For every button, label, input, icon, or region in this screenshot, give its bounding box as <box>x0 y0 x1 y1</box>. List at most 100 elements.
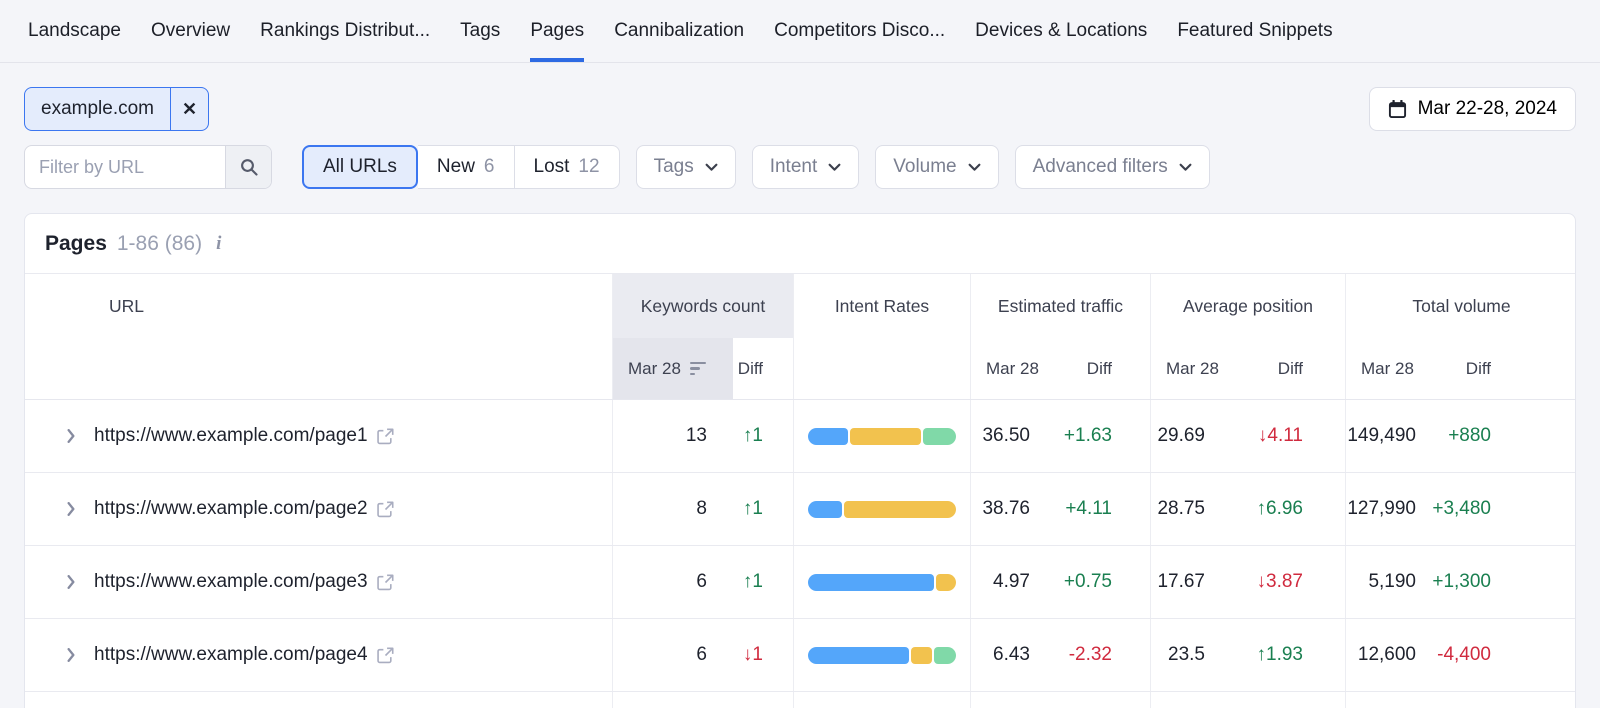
subheader-diff-label[interactable]: Diff <box>1465 358 1491 378</box>
tab-overview[interactable]: Overview <box>150 20 231 41</box>
page-url-text: https://www.example.com/page3 <box>94 571 368 592</box>
expand-row-icon[interactable] <box>65 575 77 589</box>
total-volume-cell: 12,600 -4,400 <box>1346 619 1575 691</box>
volume-filter-dropdown[interactable]: Volume <box>875 145 999 189</box>
intent-rates-cell <box>794 546 971 618</box>
toolbar-row-2: All URLs New 6 Lost 12 Tags Intent Volum… <box>24 145 1576 189</box>
tab-competitors-discovery[interactable]: Competitors Disco... <box>774 20 946 41</box>
tab-rankings-distribution[interactable]: Rankings Distribut... <box>260 20 431 41</box>
keywords-count-diff: ↑1 <box>742 498 763 519</box>
table-row-partial <box>25 692 1575 708</box>
table-row: https://www.example.com/page2 8 ↑1 38.76… <box>25 473 1575 546</box>
table-title-bar: Pages 1-86 (86) i <box>25 214 1575 274</box>
page-url-link[interactable]: https://www.example.com/page3 <box>94 571 394 593</box>
segment-new[interactable]: New 6 <box>417 145 515 189</box>
position-diff: ↓4.11 <box>1257 425 1303 446</box>
tab-pages[interactable]: Pages <box>530 0 585 62</box>
intent-rates-bar <box>808 646 956 664</box>
pages-table-card: Pages 1-86 (86) i URL Keywords count Int… <box>24 213 1576 708</box>
intent-rates-cell <box>794 473 971 545</box>
keywords-count-value: 8 <box>696 498 707 519</box>
column-header-average-position: Average position <box>1151 274 1346 338</box>
keywords-count-cell: 8 ↑1 <box>613 473 794 545</box>
volume-diff: +1,300 <box>1432 571 1491 592</box>
column-header-keywords-count: Keywords count <box>613 274 794 338</box>
intent-filter-dropdown[interactable]: Intent <box>751 145 860 189</box>
url-filter-input[interactable] <box>25 146 225 188</box>
intent-rates-cell <box>794 619 971 691</box>
volume-value: 149,490 <box>1347 425 1416 446</box>
volume-diff: +880 <box>1448 425 1491 446</box>
date-range-button[interactable]: Mar 22-28, 2024 <box>1368 87 1576 131</box>
url-status-segmented-control: All URLs New 6 Lost 12 <box>302 145 620 189</box>
page-title: Pages <box>45 231 107 255</box>
sort-descending-icon <box>689 361 707 376</box>
chevron-down-icon <box>1179 163 1192 172</box>
subheader-date-label[interactable]: Mar 28 <box>1361 358 1414 378</box>
volume-value: 12,600 <box>1357 644 1416 665</box>
volume-diff: +3,480 <box>1432 498 1491 519</box>
page-url-link[interactable]: https://www.example.com/page2 <box>94 498 394 520</box>
external-link-icon <box>376 500 394 518</box>
estimated-traffic-cell: 6.43 -2.32 <box>971 619 1151 691</box>
segment-all-urls[interactable]: All URLs <box>302 145 418 189</box>
external-link-icon <box>376 573 394 591</box>
page-url-link[interactable]: https://www.example.com/page4 <box>94 644 394 666</box>
tab-cannibalization[interactable]: Cannibalization <box>614 20 745 41</box>
expand-row-icon[interactable] <box>65 648 77 662</box>
expand-row-icon[interactable] <box>65 429 77 443</box>
segment-label: New <box>436 156 475 177</box>
subheader-date-label[interactable]: Mar 28 <box>986 358 1039 378</box>
segment-lost[interactable]: Lost 12 <box>514 145 620 189</box>
url-cell: https://www.example.com/page4 <box>25 619 613 691</box>
traffic-value: 38.76 <box>982 498 1030 519</box>
toolbar-row-1: example.com ✕ Mar 22-28, 2024 <box>24 87 1576 131</box>
remove-chip-button[interactable]: ✕ <box>170 88 208 130</box>
subheader-keywords: Mar 28 Diff <box>613 338 794 399</box>
keywords-count-diff: ↑1 <box>742 571 763 592</box>
domain-filter-chip[interactable]: example.com ✕ <box>24 87 209 131</box>
page-url-text: https://www.example.com/page2 <box>94 498 368 519</box>
table-row: https://www.example.com/page4 6 ↓1 6.43 … <box>25 619 1575 692</box>
page-url-text: https://www.example.com/page4 <box>94 644 368 665</box>
traffic-value: 6.43 <box>993 644 1030 665</box>
traffic-diff: -2.32 <box>1068 644 1112 665</box>
chevron-down-icon <box>828 163 841 172</box>
dropdown-label: Volume <box>893 156 957 177</box>
subheader-diff-label[interactable]: Diff <box>737 358 763 378</box>
estimated-traffic-cell: 4.97 +0.75 <box>971 546 1151 618</box>
subheader-date-label[interactable]: Mar 28 <box>1166 358 1219 378</box>
keywords-count-value: 13 <box>685 425 707 446</box>
results-range: 1-86 (86) <box>116 231 203 255</box>
tab-tags[interactable]: Tags <box>460 20 501 41</box>
tab-featured-snippets[interactable]: Featured Snippets <box>1177 20 1333 41</box>
url-filter <box>24 145 272 189</box>
subheader-diff-label[interactable]: Diff <box>1086 358 1112 378</box>
page-url-link[interactable]: https://www.example.com/page1 <box>94 425 394 447</box>
search-button[interactable] <box>225 146 271 188</box>
average-position-cell: 28.75 ↑6.96 <box>1151 473 1346 545</box>
volume-value: 5,190 <box>1368 571 1416 592</box>
tab-devices-locations[interactable]: Devices & Locations <box>975 20 1148 41</box>
estimated-traffic-cell: 38.76 +4.11 <box>971 473 1151 545</box>
average-position-cell: 29.69 ↓4.11 <box>1151 400 1346 472</box>
external-link-icon <box>376 646 394 664</box>
intent-rates-bar <box>808 573 956 591</box>
average-position-cell: 17.67 ↓3.87 <box>1151 546 1346 618</box>
advanced-filters-dropdown[interactable]: Advanced filters <box>1014 145 1210 189</box>
sort-by-date-keywords[interactable]: Mar 28 <box>613 359 707 379</box>
subheader-url-spacer <box>25 338 613 399</box>
estimated-traffic-cell: 36.50 +1.63 <box>971 400 1151 472</box>
info-icon[interactable]: i <box>216 232 222 254</box>
search-icon <box>239 157 259 177</box>
column-header-url: URL <box>25 274 613 338</box>
tags-filter-dropdown[interactable]: Tags <box>635 145 736 189</box>
segment-count: 6 <box>483 156 495 177</box>
segment-count: 12 <box>578 156 600 177</box>
expand-row-icon[interactable] <box>65 502 77 516</box>
tab-landscape[interactable]: Landscape <box>28 20 121 41</box>
total-volume-cell: 5,190 +1,300 <box>1346 546 1575 618</box>
subheader-diff-label[interactable]: Diff <box>1277 358 1303 378</box>
column-header-estimated-traffic: Estimated traffic <box>971 274 1151 338</box>
position-value: 29.69 <box>1157 425 1205 446</box>
